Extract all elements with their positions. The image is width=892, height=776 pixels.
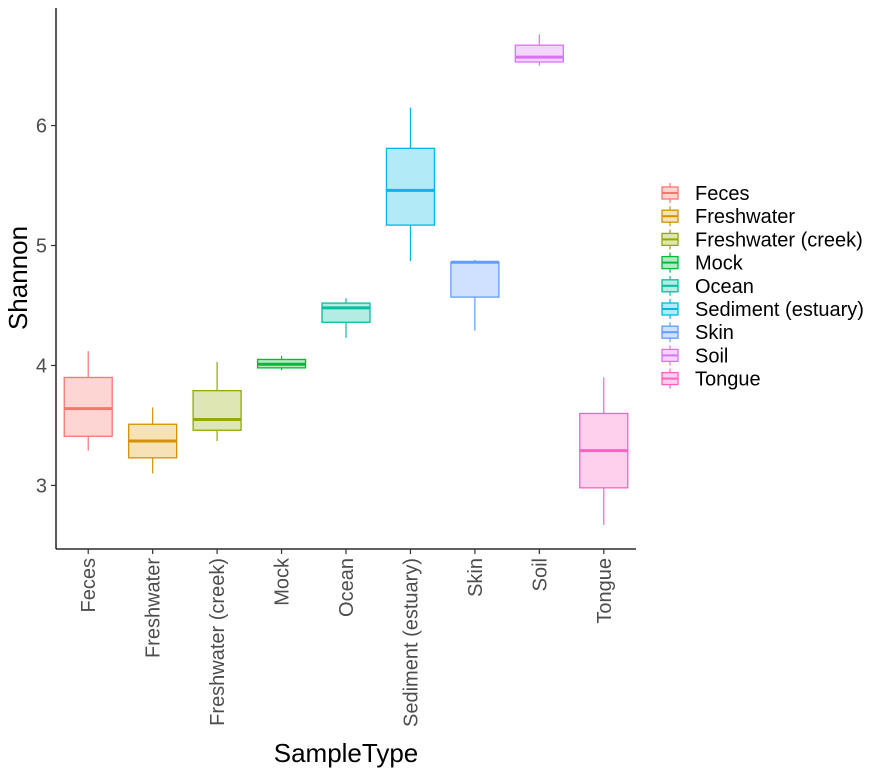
legend-item: Sediment (estuary): [661, 299, 864, 321]
legend-label: Soil: [695, 345, 728, 367]
legend-label: Freshwater: [695, 206, 795, 228]
box-iqr: [321, 302, 371, 323]
legend-item: Skin: [661, 322, 734, 344]
legend-item: Tongue: [661, 368, 761, 391]
y-tick-label: 6: [36, 116, 47, 138]
box-freshwater-creek: [192, 361, 242, 442]
box-tongue: [579, 377, 629, 526]
box-sediment-estuary: [385, 107, 436, 262]
plot-area: [63, 34, 629, 526]
legend-label: Skin: [695, 322, 734, 344]
y-axis: 3 4 5 6: [36, 8, 57, 549]
y-tick-label: 5: [36, 236, 47, 258]
box-soil: [514, 34, 564, 66]
box-feces: [63, 351, 113, 451]
box-iqr: [63, 376, 113, 437]
x-tick-label: Tongue: [594, 558, 616, 624]
legend-item: Freshwater (creek): [661, 229, 863, 251]
y-axis-title: Shannon: [3, 226, 33, 330]
x-tick-label: Freshwater: [143, 558, 165, 658]
x-tick-label: Skin: [465, 558, 487, 597]
legend-item: Freshwater: [661, 206, 795, 228]
legend-label: Mock: [695, 253, 744, 275]
x-tick-label: Feces: [78, 558, 100, 612]
y-tick-label: 4: [36, 355, 47, 377]
legend-item: Ocean: [661, 275, 754, 298]
x-tick-label: Sediment (estuary): [400, 558, 422, 727]
legend-label: Ocean: [695, 276, 754, 298]
legend-item: Feces: [661, 183, 749, 205]
box-freshwater: [128, 407, 178, 474]
box-iqr: [192, 390, 242, 431]
legend-item: Soil: [661, 345, 728, 367]
box-mock: [256, 355, 307, 371]
legend-item: Mock: [661, 252, 744, 275]
x-tick-label: Ocean: [336, 558, 358, 617]
legend-label: Tongue: [695, 369, 761, 391]
box-skin: [450, 259, 500, 331]
x-axis-title: SampleType: [274, 738, 419, 768]
box-iqr: [514, 44, 564, 63]
x-tick-label: Freshwater (creek): [207, 558, 229, 726]
y-tick-label: 3: [36, 475, 47, 497]
x-tick-label: Soil: [529, 558, 551, 591]
legend-label: Freshwater (creek): [695, 229, 863, 251]
box-ocean: [321, 298, 371, 338]
legend-label: Feces: [695, 183, 749, 205]
x-axis: Feces Freshwater Freshwater (creek) Mock Oce…: [56, 548, 636, 727]
box-iqr: [385, 147, 436, 226]
x-tick-label: Mock: [272, 557, 294, 606]
box-iqr: [450, 261, 500, 298]
legend-label: Sediment (estuary): [695, 299, 864, 321]
